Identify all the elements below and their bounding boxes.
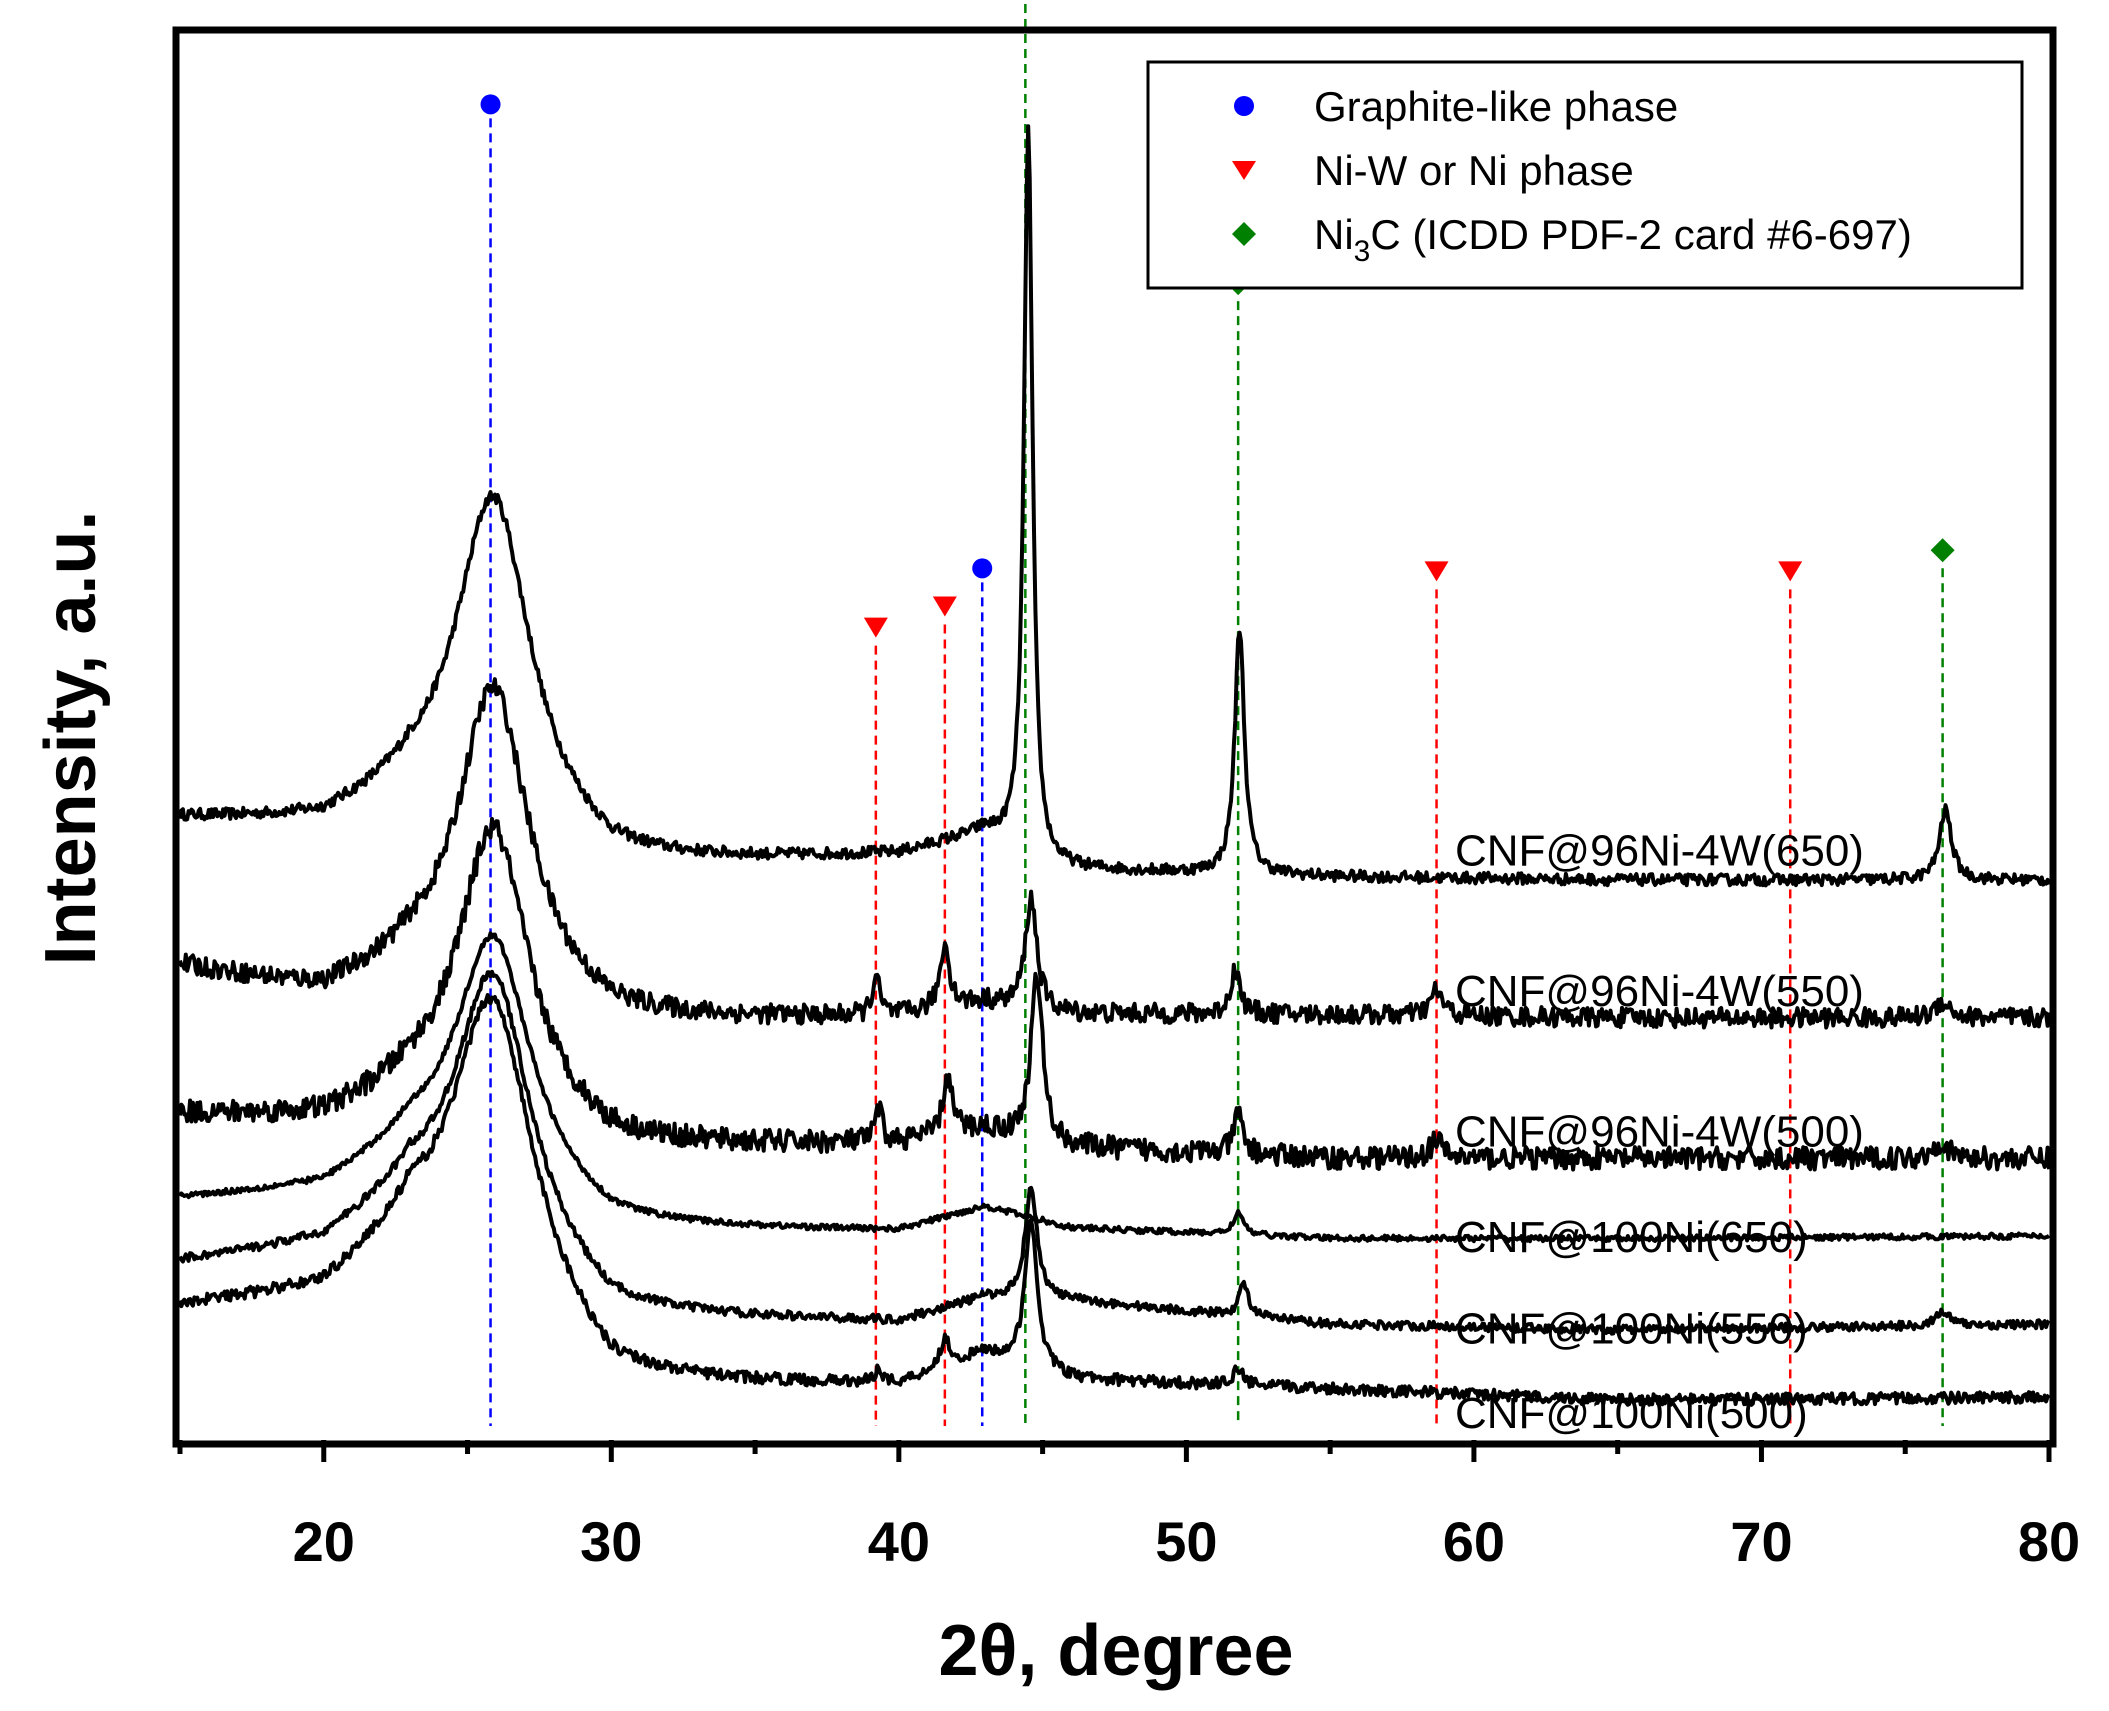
ni-w-marker-icon: [863, 617, 888, 638]
graphite-marker-icon: [480, 94, 501, 115]
ni3c-marker-icon: [1930, 538, 1955, 563]
legend-marker-ni3c-icon: [1232, 222, 1256, 246]
trace-cnf-96ni-4w-500: [178, 817, 2051, 1172]
trace-cnf-100ni-500: [178, 993, 2051, 1408]
trace-cnf-96ni-4w-550: [178, 677, 2051, 1030]
trace-cnf-100ni-550: [178, 969, 2051, 1336]
trace-label: CNF@100Ni(550): [1455, 1305, 1808, 1354]
trace-cnf-100ni-650: [178, 931, 2051, 1244]
legend-box: [1146, 60, 2024, 290]
ni-w-marker-icon: [1424, 561, 1449, 582]
legend-marker-graphite-icon: [1234, 96, 1254, 116]
graphite-marker-icon: [972, 558, 993, 579]
legend-label-ni3c-sub: 3: [1354, 235, 1371, 268]
legend: Graphite-like phase Ni-W or Ni phase Ni3…: [1146, 60, 2024, 290]
trace-label: CNF@96Ni-4W(500): [1455, 1108, 1864, 1157]
x-tick-label: 60: [1443, 1510, 1505, 1573]
trace-label: CNF@96Ni-4W(650): [1455, 826, 1864, 875]
trace-cnf-96ni-4w-650: [178, 124, 2051, 888]
legend-label-ni3c-main: Ni: [1314, 211, 1354, 258]
trace-label: CNF@96Ni-4W(550): [1455, 967, 1864, 1016]
y-axis-title: Intensity, a.u.: [31, 511, 111, 966]
x-axis-title: 2θ, degree: [938, 1611, 1293, 1691]
legend-label-ni-w: Ni-W or Ni phase: [1314, 147, 1634, 194]
ni-w-marker-icon: [1778, 561, 1803, 582]
x-axis-ticks: 20 30 40 50 60 70 80: [177, 1440, 2080, 1573]
legend-label-ni3c-rest: C (ICDD PDF-2 card #6-697): [1370, 211, 1911, 258]
x-tick-label: 30: [580, 1510, 642, 1573]
x-tick-label: 50: [1155, 1510, 1217, 1573]
x-tick-label: 20: [293, 1510, 355, 1573]
legend-marker-ni-w-icon: [1232, 161, 1256, 180]
trace-labels: CNF@96Ni-4W(650) CNF@96Ni-4W(550) CNF@96Ni…: [1455, 826, 1864, 1437]
x-tick-label: 80: [2018, 1510, 2080, 1573]
legend-label-graphite: Graphite-like phase: [1314, 83, 1678, 130]
x-tick-label: 70: [1730, 1510, 1792, 1573]
x-tick-label: 40: [868, 1510, 930, 1573]
trace-label: CNF@100Ni(500): [1455, 1389, 1808, 1438]
trace-label: CNF@100Ni(650): [1455, 1213, 1808, 1262]
traces: [178, 124, 2051, 1408]
reference-lines: [489, 0, 1944, 1426]
legend-label-ni3c: Ni3C (ICDD PDF-2 card #6-697): [1314, 211, 1912, 268]
ni-w-marker-icon: [932, 596, 957, 617]
plot-frame: [172, 26, 2057, 1448]
